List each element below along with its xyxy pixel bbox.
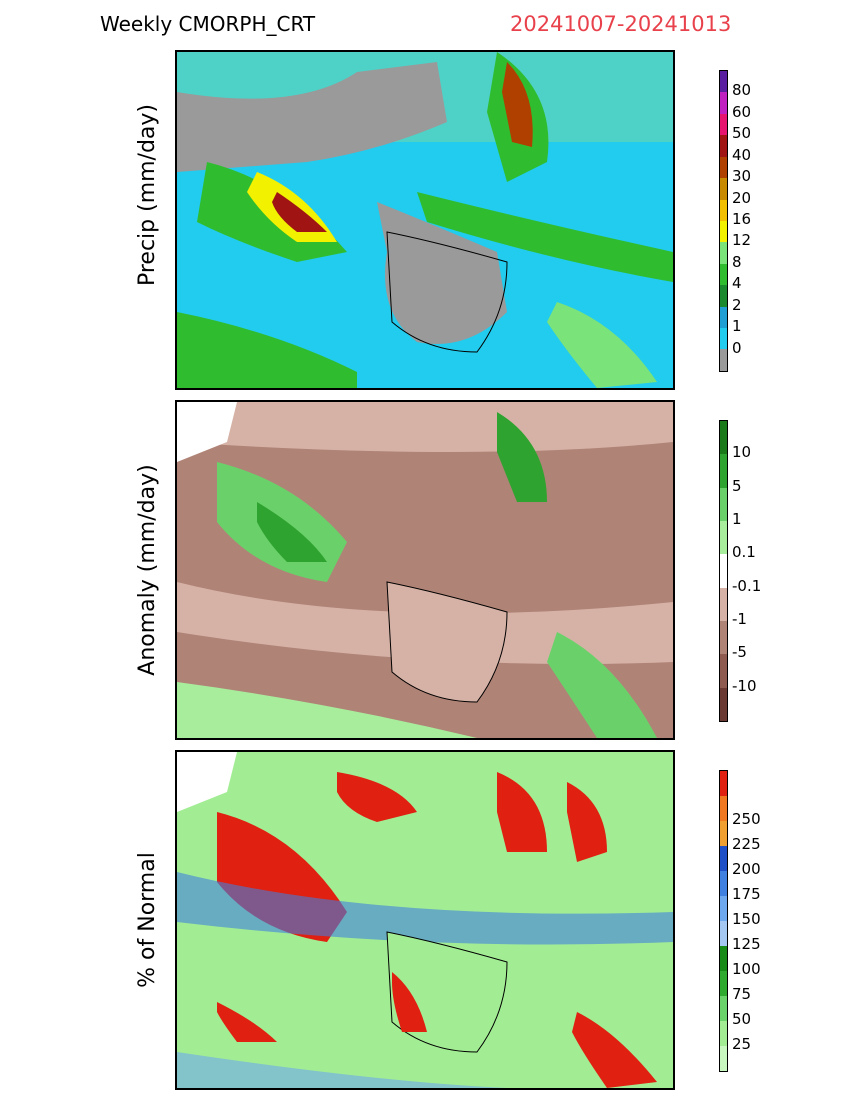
- date-range: 20241007-20241013: [510, 12, 732, 36]
- colorbar-tick-label: 75: [732, 985, 752, 1003]
- anomaly-colorbar: [719, 420, 728, 722]
- anomaly-ylabel: Anomaly (mm/day): [135, 464, 160, 676]
- anomaly-map: [175, 400, 675, 740]
- colorbar-segment: [720, 328, 727, 350]
- colorbar-tick-label: 5: [732, 476, 742, 495]
- colorbar-segment: [720, 454, 727, 488]
- colorbar-tick-label: 250: [732, 810, 761, 828]
- colorbar-tick-label: 175: [732, 885, 761, 903]
- colorbar-tick-label: -10: [732, 676, 757, 695]
- colorbar-segment: [720, 199, 727, 221]
- colorbar-segment: [720, 921, 727, 946]
- colorbar-segment: [720, 971, 727, 996]
- colorbar-tick-label: 50: [732, 124, 752, 143]
- colorbar-segment: [720, 242, 727, 264]
- colorbar-segment: [720, 92, 727, 114]
- colorbar-segment: [720, 821, 727, 846]
- colorbar-tick-label: 80: [732, 81, 752, 100]
- colorbar-segment: [720, 178, 727, 200]
- colorbar-tick-label: -1: [732, 610, 747, 628]
- colorbar-tick-label: 4: [732, 274, 742, 293]
- colorbar-tick-label: 0: [732, 338, 742, 357]
- colorbar-segment: [720, 71, 727, 93]
- colorbar-segment: [720, 1046, 727, 1071]
- colorbar-segment: [720, 349, 727, 371]
- colorbar-segment: [720, 996, 727, 1021]
- colorbar-segment: [720, 156, 727, 179]
- colorbar-segment: [720, 113, 727, 136]
- colorbar-tick-label: 225: [732, 835, 761, 853]
- colorbar-segment: [720, 620, 727, 655]
- percent-map: [175, 750, 675, 1090]
- colorbar-segment: [720, 654, 727, 688]
- chart-title: Weekly CMORPH_CRT: [100, 12, 316, 36]
- colorbar-tick-label: 60: [732, 102, 752, 121]
- colorbar-segment: [720, 587, 727, 621]
- precip-map-svg: [177, 52, 673, 388]
- colorbar-tick-label: 40: [732, 145, 752, 164]
- colorbar-tick-label: 8: [732, 252, 742, 271]
- colorbar-segment: [720, 871, 727, 896]
- colorbar-tick-label: 150: [732, 910, 761, 928]
- precip-map: [175, 50, 675, 390]
- colorbar-tick-label: 2: [732, 295, 742, 314]
- colorbar-segment: [720, 846, 727, 871]
- colorbar-segment: [720, 487, 727, 521]
- colorbar-segment: [720, 285, 727, 307]
- colorbar-tick-label: 10: [732, 443, 752, 462]
- precip-colorbar: [719, 70, 728, 372]
- colorbar-segment: [720, 554, 727, 588]
- colorbar-tick-label: 1: [732, 317, 742, 336]
- colorbar-tick-label: 16: [732, 210, 752, 228]
- colorbar-segment: [720, 796, 727, 821]
- colorbar-tick-label: 200: [732, 860, 761, 878]
- colorbar-tick-label: -0.1: [732, 576, 762, 595]
- colorbar-tick-label: 30: [732, 167, 752, 186]
- colorbar-segment: [720, 1021, 727, 1046]
- precip-ylabel: Precip (mm/day): [135, 103, 160, 287]
- colorbar-tick-label: -5: [732, 643, 747, 662]
- anomaly-map-svg: [177, 402, 673, 738]
- colorbar-tick-label: 100: [732, 960, 761, 978]
- colorbar-segment: [720, 135, 727, 157]
- colorbar-segment: [720, 421, 727, 455]
- colorbar-segment: [720, 263, 727, 286]
- colorbar-segment: [720, 220, 727, 243]
- colorbar-segment: [720, 771, 727, 796]
- colorbar-tick-label: 125: [732, 935, 761, 953]
- percent-ylabel: % of Normal: [135, 852, 160, 988]
- colorbar-segment: [720, 687, 727, 721]
- colorbar-tick-label: 25: [732, 1035, 752, 1053]
- colorbar-segment: [720, 520, 727, 555]
- colorbar-segment: [720, 306, 727, 329]
- colorbar-tick-label: 1: [732, 510, 742, 528]
- percent-map-svg: [177, 752, 673, 1088]
- colorbar-segment: [720, 946, 727, 971]
- colorbar-tick-label: 0.1: [732, 543, 756, 562]
- colorbar-tick-label: 50: [732, 1010, 752, 1028]
- percent-colorbar: [719, 770, 728, 1072]
- colorbar-segment: [720, 896, 727, 921]
- colorbar-tick-label: 20: [732, 188, 752, 207]
- colorbar-tick-label: 12: [732, 231, 752, 250]
